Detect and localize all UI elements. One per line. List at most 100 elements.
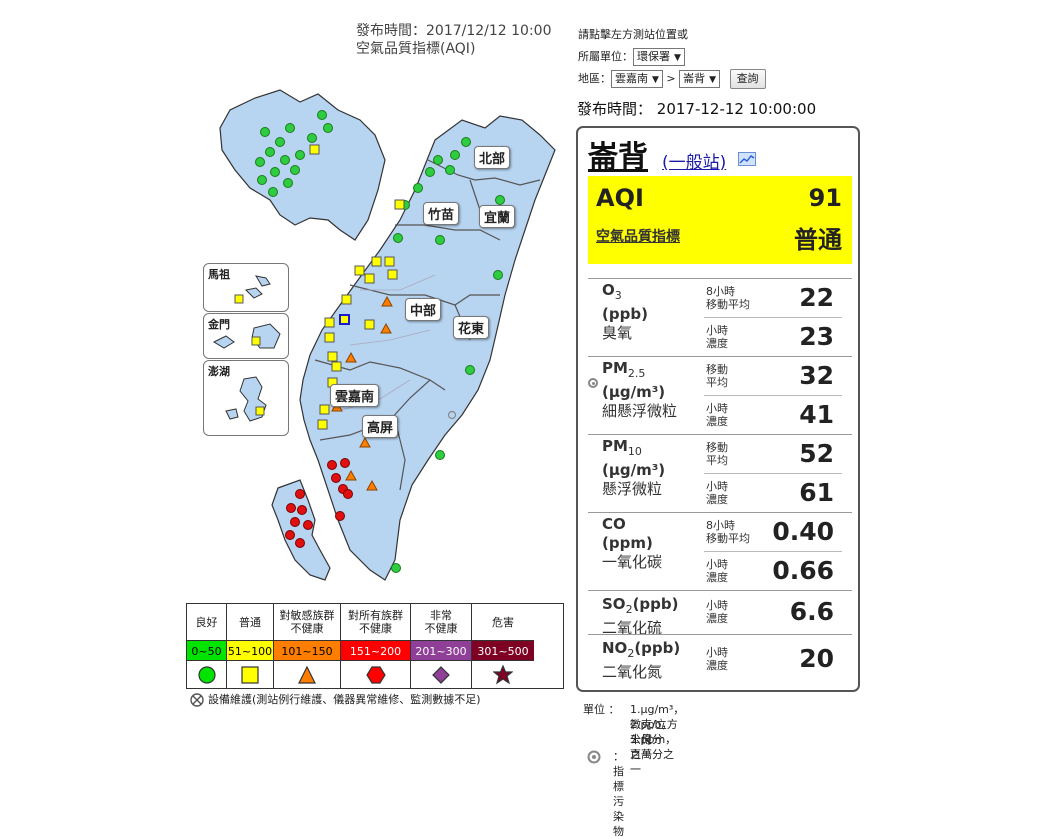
station-name: 崙背 bbox=[588, 140, 648, 175]
pollutant-reading: 小時 濃度 23 bbox=[704, 317, 842, 356]
aqi-box: AQI 91 空氣品質指標 普通 bbox=[588, 176, 852, 264]
unit-note-1: 1.μg/m³，微克/立方公尺 bbox=[630, 703, 685, 746]
pollutant-chinese-name: 二氧化氮 bbox=[602, 663, 663, 681]
pollutant-name: NO2(ppb) 二氧化氮 bbox=[602, 639, 680, 682]
pollutant-name: SO2(ppb) 二氧化硫 bbox=[602, 595, 679, 638]
map-header: 發布時間：2017/12/12 10:00 空氣品質指標(AQI) bbox=[356, 22, 552, 58]
pollutant-unit: (ppb) bbox=[602, 305, 648, 323]
station-markers[interactable] bbox=[255, 110, 515, 573]
legend-level-name: 危害 bbox=[492, 615, 514, 629]
indicator-pollutant-icon bbox=[587, 750, 601, 764]
chevron-down-icon: ▼ bbox=[674, 53, 681, 63]
region-label-central[interactable]: 中部 bbox=[405, 298, 442, 321]
region-label-north[interactable]: 北部 bbox=[474, 146, 511, 169]
pollutant-reading: 小時 濃度 41 bbox=[704, 395, 842, 434]
legend-level-name: 普通 bbox=[239, 615, 261, 629]
aqi-definition-link[interactable]: 空氣品質指標 bbox=[596, 229, 680, 245]
legend-level: 良好 0~50 bbox=[187, 604, 227, 688]
legend-level-name: 對所有族群 不健康 bbox=[348, 609, 403, 635]
area-row: 地區： 雲嘉南 ▼ > 崙背 ▼ 查詢 bbox=[578, 68, 766, 90]
maintenance-note: 設備維護(測站例行維護、儀器異常維修、監測數據不足) bbox=[208, 693, 481, 706]
pollutant-name: O3 (ppb) 臭氧 bbox=[602, 281, 648, 343]
chevron-down-icon: ▼ bbox=[652, 75, 659, 85]
publish-time: 發布時間： 2017-12-12 10:00:00 bbox=[577, 98, 816, 119]
station-select[interactable]: 崙背 ▼ bbox=[679, 70, 721, 88]
aqi-label: AQI bbox=[596, 184, 644, 212]
inset-kinmen[interactable]: 金門 bbox=[203, 313, 289, 359]
maintenance-legend: 設備維護(測站例行維護、儀器異常維修、監測數據不足) bbox=[189, 691, 481, 708]
diamond-icon bbox=[411, 660, 471, 689]
reading-value: 23 bbox=[799, 321, 834, 351]
region-label-huadong[interactable]: 花東 bbox=[453, 316, 490, 339]
reading-label: 移動 平均 bbox=[706, 440, 728, 467]
pollutant-formula: CO bbox=[602, 515, 626, 533]
reading-label: 8小時 移動平均 bbox=[706, 284, 750, 311]
region-label-gaoping[interactable]: 高屏 bbox=[362, 415, 399, 438]
area-label: 地區： bbox=[578, 72, 611, 85]
unit-notes: 單位 ： 1.μg/m³，微克/立方公尺 2.ppb，十億分之一 3.ppm，百萬… bbox=[583, 702, 684, 838]
taiwan-map[interactable] bbox=[200, 80, 570, 590]
pollutant-reading: 8小時 移動平均 22 bbox=[704, 278, 842, 318]
reading-value: 20 bbox=[799, 643, 834, 673]
reading-value: 41 bbox=[799, 399, 834, 429]
maintenance-icon bbox=[190, 693, 204, 707]
region-label-zhumiao[interactable]: 竹苗 bbox=[423, 202, 460, 225]
reading-label: 小時 濃度 bbox=[706, 401, 728, 428]
star-icon bbox=[472, 660, 534, 689]
legend-level-name: 良好 bbox=[195, 615, 218, 629]
legend-level: 危害 301~500 bbox=[472, 604, 534, 688]
pollutant-formula: PM10 bbox=[602, 437, 642, 458]
legend-level-range: 301~500 bbox=[472, 640, 534, 661]
reading-label: 小時 濃度 bbox=[706, 479, 728, 506]
area-separator: > bbox=[666, 72, 676, 85]
instruction-text: 請點擊左方測站位置或 bbox=[578, 28, 688, 41]
indicator-note: ： 指標污染物 bbox=[613, 750, 624, 838]
legend-level-name: 對敏感族群 不健康 bbox=[279, 609, 335, 635]
pollutant-reading: 小時 濃度 20 bbox=[704, 634, 842, 683]
legend-level-range: 201~300 bbox=[411, 640, 471, 661]
pollutant-formula: O3 bbox=[602, 281, 622, 302]
pollutant-unit: (μg/m³) bbox=[602, 461, 666, 479]
aqi-value: 91 bbox=[808, 184, 842, 212]
station-type-link[interactable]: (一般站) bbox=[662, 153, 727, 173]
station-panel: 崙背 (一般站) AQI 91 空氣品質指標 普通 O3 (ppb) 臭氧 8小時 移動… bbox=[576, 126, 860, 692]
pollutant-row-divider bbox=[588, 512, 852, 513]
pollutant-reading: 移動 平均 52 bbox=[704, 434, 842, 474]
reading-label: 小時 濃度 bbox=[706, 323, 728, 350]
aqi-status: 普通 bbox=[794, 226, 842, 254]
pollutant-name: CO (ppm) 一氧化碳 bbox=[602, 515, 662, 572]
publish-time-header: 發布時間：2017/12/12 10:00 bbox=[356, 23, 552, 39]
chart-icon[interactable] bbox=[738, 152, 756, 166]
aqi-legend: 良好 0~50 普通 51~100 對敏感族群 不健康 101~150 對所有族群 不健康 1… bbox=[186, 603, 564, 689]
inset-matsu[interactable]: 馬祖 bbox=[203, 263, 289, 312]
unit-note-2: 2.ppb，十億分之一 bbox=[630, 718, 673, 761]
reading-label: 移動 平均 bbox=[706, 362, 728, 389]
legend-level: 普通 51~100 bbox=[227, 604, 274, 688]
chevron-down-icon: ▼ bbox=[709, 75, 717, 85]
square-icon bbox=[227, 660, 273, 689]
region-label-yilan[interactable]: 宜蘭 bbox=[479, 205, 516, 228]
inset-penghu-label: 澎湖 bbox=[208, 365, 230, 378]
pollutant-unit: (ppm) bbox=[602, 534, 653, 552]
reading-label: 小時 濃度 bbox=[706, 645, 728, 672]
pollutant-row-divider bbox=[588, 278, 852, 279]
inset-penghu[interactable]: 澎湖 bbox=[203, 360, 289, 436]
circle-icon bbox=[187, 660, 226, 689]
publish-time-value: 2017-12-12 10:00:00 bbox=[656, 100, 817, 118]
legend-level-range: 51~100 bbox=[227, 640, 273, 661]
pollutant-reading: 8小時 移動平均 0.40 bbox=[704, 512, 842, 552]
pollutant-row-divider bbox=[588, 590, 852, 591]
reading-label: 小時 濃度 bbox=[706, 599, 728, 625]
pollutant-reading: 小時 濃度 61 bbox=[704, 473, 842, 512]
indicator-pollutant-icon bbox=[588, 378, 598, 388]
legend-level: 對所有族群 不健康 151~200 bbox=[341, 604, 411, 688]
reading-value: 0.66 bbox=[772, 555, 834, 585]
region-label-yunjianan[interactable]: 雲嘉南 bbox=[330, 384, 380, 407]
unit-select[interactable]: 環保署 ▼ bbox=[633, 48, 685, 66]
query-button[interactable]: 查詢 bbox=[729, 69, 766, 89]
reading-value: 0.40 bbox=[772, 516, 834, 546]
map-landmass bbox=[219, 89, 556, 581]
reading-value: 52 bbox=[799, 438, 834, 468]
reading-label: 小時 濃度 bbox=[706, 557, 728, 584]
area-select[interactable]: 雲嘉南 ▼ bbox=[611, 70, 663, 88]
